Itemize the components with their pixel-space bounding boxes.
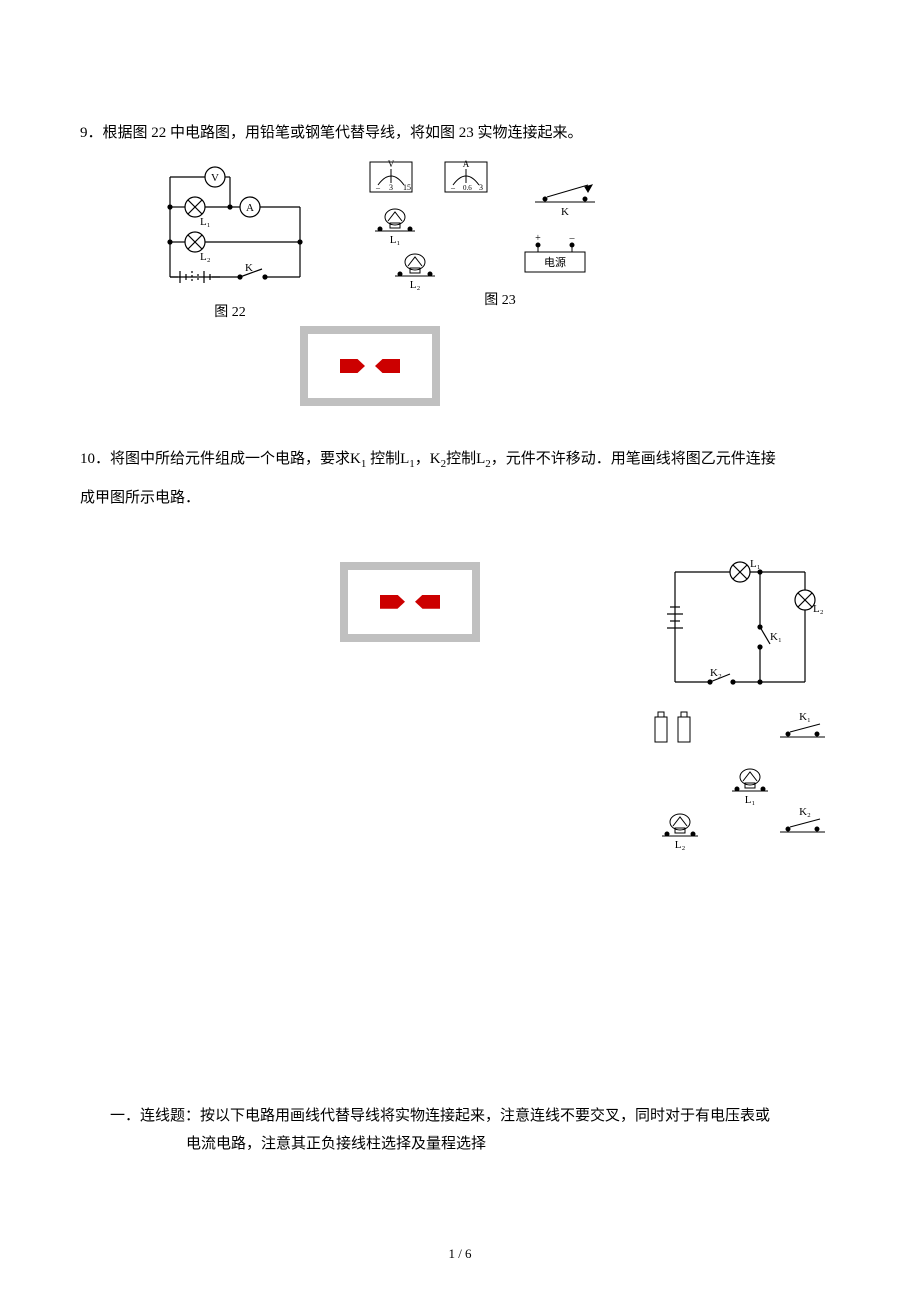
l1-label: L₁ — [200, 216, 211, 228]
svg-text:A: A — [463, 159, 470, 169]
svg-text:V: V — [388, 159, 395, 169]
sch-l1: L₁ — [750, 558, 761, 570]
v-label: V — [211, 172, 219, 184]
svg-text:3: 3 — [389, 183, 393, 192]
svg-text:K: K — [561, 206, 569, 218]
q10-schematic: L₁ L₂ K₁ K₂ — [655, 552, 825, 702]
q10-text: 10．将图中所给元件组成一个电路，要求K1 控制L1，K2控制L2，元件不许移动… — [80, 446, 840, 475]
q10-number: 10． — [80, 451, 110, 467]
placeholder-image-1 — [300, 326, 440, 406]
q9-number: 9． — [80, 125, 103, 141]
placeholder-image-2 — [340, 562, 480, 642]
q10-text-2: 成甲图所示电路． — [80, 485, 840, 512]
svg-text:0.6: 0.6 — [463, 184, 472, 192]
svg-text:K₂: K₂ — [799, 806, 811, 818]
fig23-column: V – 3 15 A – 0.6 3 — [350, 157, 650, 309]
red-icon — [340, 351, 400, 381]
question-10: 10．将图中所给元件组成一个电路，要求K1 控制L1，K2控制L2，元件不许移动… — [80, 446, 840, 862]
svg-text:L₁: L₁ — [390, 234, 401, 246]
k-label: K — [245, 262, 253, 274]
fig23-components: V – 3 15 A – 0.6 3 — [350, 157, 650, 297]
svg-text:L₂: L₂ — [675, 839, 686, 851]
section-heading: 一．连线题：按以下电路用画线代替导线将实物连接起来，注意连线不要交叉，同时对于有… — [110, 1102, 810, 1159]
svg-text:–: – — [569, 233, 576, 244]
svg-text:–: – — [450, 183, 456, 192]
question-9: 9．根据图 22 中电路图，用铅笔或钢笔代替导线，将如图 23 实物连接起来。 — [80, 120, 840, 406]
svg-text:3: 3 — [479, 183, 483, 192]
q10-layout: L₁ L₂ K₁ K₂ K₁ — [280, 552, 840, 862]
svg-text:电源: 电源 — [544, 255, 566, 269]
svg-text:+: + — [535, 233, 541, 244]
fig22-circuit: V A L₁ L₂ K — [140, 157, 320, 297]
svg-text:–: – — [375, 183, 381, 192]
l2-label: L₂ — [200, 251, 211, 263]
sch-l2: L₂ — [813, 603, 824, 615]
section-line-1: 一．连线题：按以下电路用画线代替导线将实物连接起来，注意连线不要交叉，同时对于有… — [110, 1108, 770, 1124]
fig23-label: 图 23 — [484, 289, 516, 309]
svg-text:K₁: K₁ — [799, 711, 811, 723]
q9-text: 9．根据图 22 中电路图，用铅笔或钢笔代替导线，将如图 23 实物连接起来。 — [80, 120, 840, 147]
sch-k1: K₁ — [770, 631, 782, 643]
red-icon — [380, 587, 440, 617]
q9-figures: V A L₁ L₂ K 图 22 V – 3 15 — [140, 157, 840, 321]
page-number: 1 / 6 — [0, 1246, 920, 1262]
a-label: A — [246, 202, 254, 214]
svg-text:15: 15 — [403, 183, 411, 192]
fig22-label: 图 22 — [214, 301, 246, 321]
q9-body: 根据图 22 中电路图，用铅笔或钢笔代替导线，将如图 23 实物连接起来。 — [103, 125, 583, 141]
q10-right-column: L₁ L₂ K₁ K₂ K₁ — [640, 552, 840, 862]
svg-text:L₂: L₂ — [410, 279, 421, 291]
q10-components: K₁ L₁ L₂ — [640, 702, 840, 862]
sch-k2: K₂ — [710, 667, 722, 679]
section-line-2: 电流电路，注意其正负接线柱选择及量程选择 — [186, 1136, 486, 1152]
svg-text:L₁: L₁ — [745, 794, 756, 806]
fig22-column: V A L₁ L₂ K 图 22 — [140, 157, 320, 321]
